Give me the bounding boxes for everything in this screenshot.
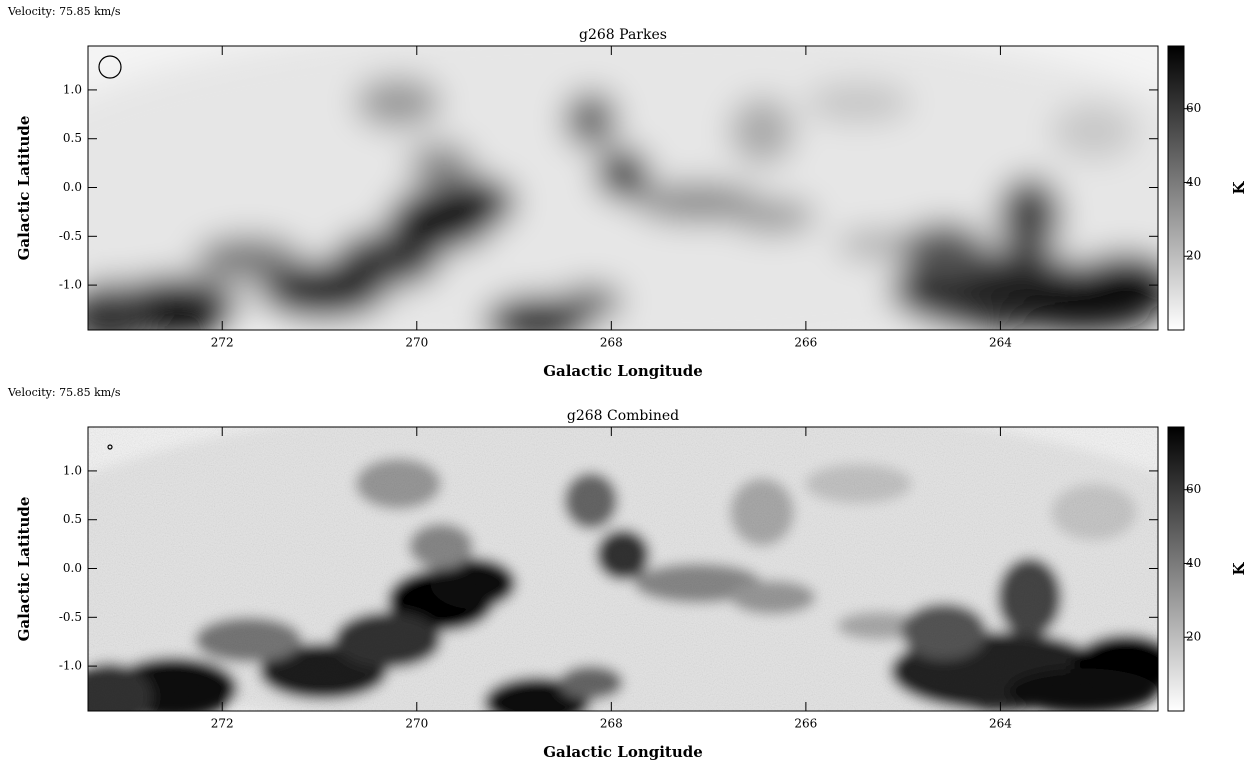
colorbar-tick-label: 40 — [1186, 175, 1201, 189]
emission-blob — [1051, 103, 1137, 160]
panel: Velocity: 75.85 km/s g268 Combined 272 270 2… — [0, 386, 1260, 761]
y-axis-label: Galactic Latitude — [15, 116, 33, 261]
y-tick-label: 0.5 — [63, 512, 82, 526]
emission-blob — [901, 222, 987, 279]
colorbar — [1168, 46, 1184, 330]
velocity-label: Velocity: 75.85 km/s — [7, 386, 121, 399]
x-axis-label: Galactic Longitude — [543, 362, 703, 380]
emission-blob — [596, 148, 650, 199]
colorbar — [1168, 427, 1184, 711]
y-tick-label: 0.0 — [63, 180, 82, 194]
colorbar-tick-label: 60 — [1186, 101, 1201, 115]
x-tick-label: 270 — [405, 717, 428, 731]
emission — [0, 18, 1260, 359]
x-tick-label: 266 — [794, 336, 817, 350]
emission-blob — [805, 83, 912, 123]
colorbar-tick-label: 20 — [1186, 249, 1201, 263]
sky-image — [0, 18, 1260, 359]
chart-title: g268 Parkes — [579, 27, 667, 43]
y-tick-label: 1.0 — [63, 82, 82, 96]
x-tick-label: 272 — [211, 717, 234, 731]
y-tick-label: -0.5 — [59, 610, 82, 624]
sky-image — [0, 399, 1260, 740]
emission-blob — [730, 97, 794, 165]
emission-blob — [559, 285, 623, 319]
x-tick-label: 264 — [989, 717, 1012, 731]
emission-blob — [409, 143, 473, 188]
page: Velocity: 75.85 km/s g268 Parkes 272 270 268… — [0, 0, 1260, 768]
emission-blob — [356, 77, 442, 128]
x-tick-label: 268 — [600, 717, 623, 731]
x-tick-label: 266 — [794, 717, 817, 731]
colorbar-tick-label: 40 — [1186, 556, 1201, 570]
y-tick-label: 0.0 — [63, 561, 82, 575]
x-axis-label: Galactic Longitude — [543, 743, 703, 761]
emission-blob — [195, 236, 302, 281]
colorbar-tick-label: 60 — [1186, 482, 1201, 496]
x-tick-label: 270 — [405, 336, 428, 350]
panel: Velocity: 75.85 km/s g268 Parkes 272 270 268… — [0, 5, 1260, 380]
emission-blob — [1008, 287, 1158, 332]
x-tick-label: 268 — [600, 336, 623, 350]
x-tick-label: 264 — [989, 336, 1012, 350]
emission-blob — [998, 177, 1062, 257]
y-tick-label: -0.5 — [59, 229, 82, 243]
y-axis-label: Galactic Latitude — [15, 497, 33, 642]
colorbar-tick-label: 20 — [1186, 630, 1201, 644]
colorbar-label: K — [1230, 562, 1248, 576]
y-tick-label: 0.5 — [63, 131, 82, 145]
colorbar-label: K — [1230, 181, 1248, 195]
noise — [88, 427, 1158, 711]
emission-blob — [564, 91, 618, 148]
chart-title: g268 Combined — [567, 408, 679, 424]
y-tick-label: -1.0 — [59, 278, 82, 292]
x-tick-label: 272 — [211, 336, 234, 350]
velocity-label: Velocity: 75.85 km/s — [7, 5, 121, 18]
emission-blob — [730, 199, 816, 233]
y-tick-label: -1.0 — [59, 659, 82, 673]
emission-blob — [67, 282, 153, 350]
y-tick-label: 1.0 — [63, 463, 82, 477]
emission-blob — [334, 231, 441, 288]
